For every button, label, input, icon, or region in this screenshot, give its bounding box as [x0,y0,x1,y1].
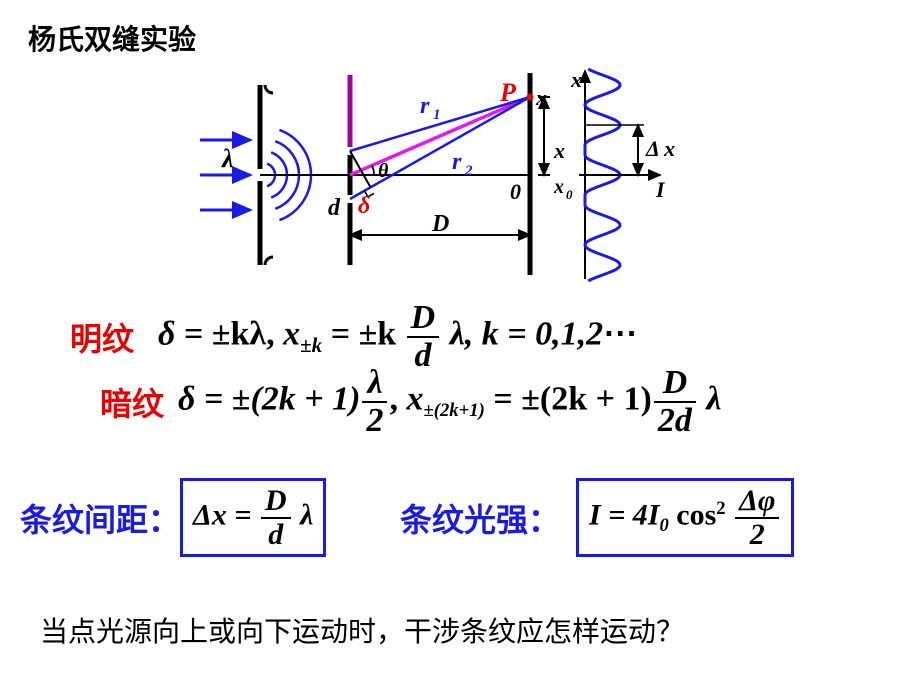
svg-text:θ: θ [378,160,389,182]
bright-fringe-row: 明纹 δ = ±kλ, x±k = ±k Dd λ, k = 0,1,2⋯ [70,300,634,373]
svg-text:x: x [570,67,582,92]
bright-formula: δ = ±kλ, x±k = ±k Dd λ, k = 0,1,2⋯ [158,300,634,373]
page-title: 杨氏双缝实验 [28,18,196,58]
spacing-label: 条纹间距： [20,495,180,541]
svg-text:δ: δ [358,193,370,219]
svg-text:1: 1 [433,107,441,123]
svg-text:λ: λ [221,144,234,173]
bright-label: 明纹 [70,314,134,360]
intensity-row: 条纹光强： I = 4I0 cos2 Δφ2 [400,478,794,557]
question-text: 当点光源向上或向下运动时，干涉条纹应怎样运动？ [40,610,684,650]
svg-text:2: 2 [464,163,473,179]
spacing-formula: Δx = Dd λ [193,485,313,550]
diagram-svg: λPxr1r2θδdDx0x0xIΔ x [190,65,700,285]
intensity-label: 条纹光强： [400,495,560,541]
dark-formula: δ = ±(2k + 1)λ2, x±(2k+1) = ±(2k + 1)D2d… [178,365,721,438]
svg-text:P: P [499,78,517,107]
dark-fringe-row: 暗纹 δ = ±(2k + 1)λ2, x±(2k+1) = ±(2k + 1)… [100,365,721,438]
svg-text:r: r [452,149,462,175]
svg-text:x: x [553,138,565,163]
dark-label: 暗纹 [100,379,164,425]
svg-text:r: r [420,93,430,119]
spacing-box: Δx = Dd λ [180,478,326,557]
intensity-formula: I = 4I0 cos2 Δφ2 [589,485,781,550]
svg-text:I: I [655,177,666,202]
svg-text:0: 0 [566,187,573,202]
intensity-box: I = 4I0 cos2 Δφ2 [576,478,794,557]
svg-text:0: 0 [510,179,521,204]
svg-text:Δ x: Δ x [645,136,675,161]
double-slit-diagram: λPxr1r2θδdDx0x0xIΔ x [190,65,700,285]
svg-text:D: D [431,211,449,237]
spacing-row: 条纹间距： Δx = Dd λ [20,478,326,557]
svg-text:d: d [328,195,341,221]
svg-text:x: x [553,176,564,198]
